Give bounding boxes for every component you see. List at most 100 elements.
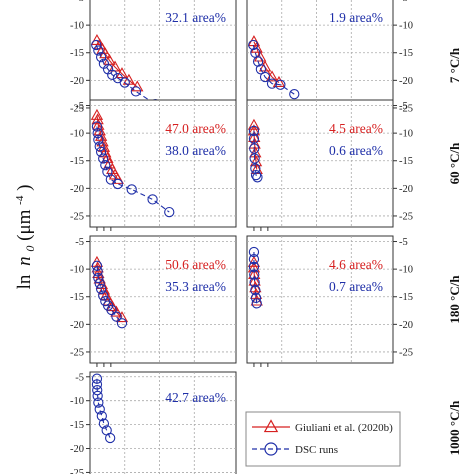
data-point-giuliani <box>91 113 104 125</box>
data-point-dsc <box>106 304 117 316</box>
y-tick-label: -25 <box>70 103 84 114</box>
data-point-dsc <box>100 160 111 171</box>
area-annotation-dsc: 32.1 area% <box>165 10 226 25</box>
data-point-dsc <box>248 133 260 144</box>
data-point-dsc <box>289 89 300 100</box>
data-point-dsc <box>93 397 104 408</box>
data-point-giuliani <box>96 135 109 147</box>
data-point-dsc <box>250 284 261 296</box>
data-point-dsc <box>252 56 264 67</box>
data-point-dsc <box>98 290 109 301</box>
y-tick-label: -20 <box>70 444 84 455</box>
panel-r0-c1: -5 -10 -15 -20 -25 1.9 area% <box>246 0 413 123</box>
series-line-dsc <box>253 130 258 178</box>
data-point-giuliani <box>250 294 263 306</box>
y-tick-label: -25 <box>70 468 84 474</box>
y-tick-label: -10 <box>70 129 84 140</box>
data-point-dsc <box>259 71 271 83</box>
data-point-giuliani <box>247 255 261 267</box>
panel-frame <box>246 0 394 120</box>
data-point-dsc <box>91 121 103 132</box>
data-point-dsc <box>91 39 102 51</box>
data-point-dsc <box>111 311 122 322</box>
row-label-0: 7 °C/h <box>447 47 462 83</box>
data-point-dsc <box>130 86 142 97</box>
y-tick-label: -20 <box>399 76 413 87</box>
area-annotation-dsc: 0.7 area% <box>329 279 383 294</box>
y-tick-label: -15 <box>70 292 84 303</box>
data-point-dsc <box>93 272 104 284</box>
data-point-dsc <box>249 153 260 164</box>
data-point-dsc <box>119 77 130 88</box>
data-point-giuliani <box>110 305 123 317</box>
data-point-dsc <box>147 194 158 205</box>
legend-dsc-marker <box>264 442 278 456</box>
data-point-giuliani <box>247 118 261 130</box>
panel-frame <box>246 235 394 364</box>
series-line-dsc <box>253 252 258 304</box>
data-point-dsc <box>92 385 103 396</box>
y-axis-label-unit: (μm <box>14 209 35 241</box>
series-line-dsc <box>96 378 111 439</box>
data-point-giuliani <box>115 311 129 323</box>
y-tick-label: -15 <box>399 156 413 167</box>
data-point-dsc <box>95 146 107 158</box>
y-tick-label: -20 <box>70 76 84 87</box>
data-point-dsc <box>248 39 259 51</box>
y-tick-label: -5 <box>75 0 84 4</box>
legend-giuliani-marker <box>263 419 279 433</box>
row-labels-group: 7 °C/h 60 °C/h 180 °C/h 1000 °C/h <box>447 47 462 455</box>
y-tick-label: -10 <box>399 129 413 140</box>
data-point-dsc <box>248 246 260 258</box>
y-axis-label: ln n 0 (μm -4 ) <box>7 185 39 290</box>
y-tick-label: -10 <box>70 396 84 407</box>
panel-frame <box>89 235 237 364</box>
y-tick-label: -15 <box>70 156 84 167</box>
panel-r0-c0: -5 -10 -15 -20 -25 32.1 area% <box>70 0 237 127</box>
y-tick-label: -15 <box>70 420 84 431</box>
panel-r2-c0: -5 -10 -15 -20 -25 50.6 area% 35.3 area% <box>70 235 237 367</box>
panel-r2-c1: -5 -10 -15 -20 -25 4.6 area% 0.7 area% <box>246 235 413 367</box>
data-point-giuliani <box>131 80 144 92</box>
data-point-giuliani <box>97 140 111 152</box>
data-point-dsc <box>249 143 260 154</box>
panel-frame <box>89 99 237 228</box>
data-point-dsc <box>91 379 103 390</box>
data-point-dsc <box>95 283 107 295</box>
data-point-dsc <box>250 292 262 303</box>
row-label-3: 1000 °C/h <box>447 400 462 455</box>
legend: Giuliani et al. (2020b) DSC runs <box>245 411 401 467</box>
data-point-dsc <box>275 79 286 90</box>
data-point-dsc <box>249 269 260 280</box>
area-annotation-giuliani: 50.6 area% <box>165 257 226 272</box>
data-point-dsc <box>112 178 123 190</box>
data-point-giuliani <box>102 294 115 306</box>
y-tick-label: -25 <box>399 103 413 114</box>
data-point-giuliani <box>90 108 104 120</box>
data-point-dsc <box>116 318 128 329</box>
data-point-dsc <box>252 172 263 183</box>
y-tick-label: -15 <box>399 292 413 303</box>
data-point-dsc <box>92 266 103 277</box>
y-tick-label: -25 <box>399 211 413 222</box>
y-tick-label: -5 <box>399 101 408 112</box>
y-tick-label: -5 <box>75 372 84 383</box>
y-tick-label: -20 <box>399 320 413 331</box>
data-point-dsc <box>266 78 278 89</box>
y-axis-label-n: n <box>14 256 35 266</box>
area-annotation-dsc: 0.6 area% <box>329 143 383 158</box>
area-annotation-giuliani: 4.6 area% <box>329 257 383 272</box>
series-line-dsc <box>252 44 295 95</box>
legend-dsc-label: DSC runs <box>295 444 338 456</box>
y-axis-label-close: ) <box>14 185 35 191</box>
area-annotation-dsc: 38.0 area% <box>165 143 226 158</box>
data-point-dsc <box>94 404 105 415</box>
area-annotation-dsc: 1.9 area% <box>329 10 383 25</box>
data-point-dsc <box>249 277 260 288</box>
area-annotation-giuliani: 4.5 area% <box>329 121 383 136</box>
data-point-dsc <box>248 125 260 137</box>
y-tick-label: -10 <box>70 21 84 32</box>
y-axis-label-sub: 0 <box>23 246 37 252</box>
data-point-giuliani <box>254 50 267 62</box>
row-label-2: 180 °C/h <box>447 275 462 324</box>
